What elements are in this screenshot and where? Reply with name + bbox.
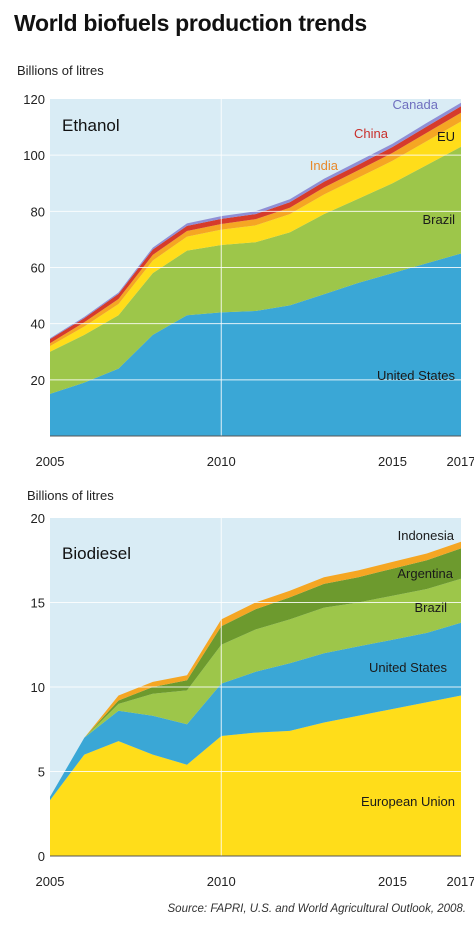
chart-ethanol-area-canada: [50, 102, 461, 340]
chart-biodiesel-series-label-brazil: Brazil: [414, 600, 447, 615]
chart-ethanol-series-label-eu: EU: [437, 129, 455, 144]
chart-ethanol-series-label-united-states: United States: [377, 368, 456, 383]
chart-ethanol-ytick-label: 120: [23, 92, 45, 107]
chart-biodiesel-area-argentina: [50, 548, 461, 797]
chart-ethanol-area-india: [50, 112, 461, 347]
chart-ethanol-area-brazil: [50, 146, 461, 394]
chart-biodiesel-title: Biodiesel: [62, 544, 131, 563]
chart-biodiesel-series-label-united-states: United States: [369, 660, 448, 675]
chart-ethanol-ytick-label: 80: [31, 204, 45, 219]
chart-biodiesel-ytick-label: 20: [31, 511, 45, 526]
source-note: Source: FAPRI, U.S. and World Agricultur…: [167, 903, 467, 915]
chart-biodiesel-xtick-label: 2005: [36, 874, 65, 889]
chart-biodiesel-xtick-label: 2017: [447, 874, 474, 889]
chart-biodiesel-area-united-states: [50, 622, 461, 801]
chart-ethanol-ytick-label: 40: [31, 317, 45, 332]
chart-biodiesel-series-label-european-union: European Union: [361, 794, 455, 809]
chart-biodiesel-area-european-union: [50, 695, 461, 856]
chart-ethanol-ytick-label: 60: [31, 261, 45, 276]
chart-ethanol-series-label-canada: Canada: [392, 97, 438, 112]
chart-ethanol-series-label-brazil: Brazil: [422, 212, 455, 227]
chart-ethanol-series-label-china: China: [354, 126, 389, 141]
chart-ethanol-ylabel: Billions of litres: [17, 63, 104, 78]
chart-biodiesel-xtick-label: 2015: [378, 874, 407, 889]
chart-biodiesel-ytick-label: 15: [31, 596, 45, 611]
chart-ethanol-area-eu: [50, 121, 461, 352]
chart-ethanol-ytick-label: 100: [23, 148, 45, 163]
chart-biodiesel-area-brazil: [50, 578, 461, 797]
chart-ethanol-xtick-label: 2017: [447, 454, 474, 469]
chart-ethanol-area-china: [50, 106, 461, 344]
chart-ethanol-xtick-label: 2015: [378, 454, 407, 469]
chart-biodiesel-xtick-label: 2010: [207, 874, 236, 889]
chart-biodiesel-ytick-label: 5: [38, 765, 45, 780]
chart-ethanol-series-label-india: India: [310, 158, 339, 173]
chart-ethanol-area-united-states: [50, 253, 461, 436]
chart-ethanol-ytick-label: 20: [31, 373, 45, 388]
chart-biodiesel-ytick-label: 10: [31, 680, 45, 695]
chart-ethanol-title: Ethanol: [62, 116, 120, 135]
chart-biodiesel-series-label-indonesia: Indonesia: [398, 528, 455, 543]
chart-ethanol-xtick-label: 2005: [36, 454, 65, 469]
page-title: World biofuels production trends: [14, 10, 367, 36]
chart-biodiesel-series-label-argentina: Argentina: [397, 566, 453, 581]
chart-biodiesel-ylabel: Billions of litres: [27, 488, 114, 503]
chart-biodiesel-ytick-label: 0: [38, 849, 45, 864]
chart-ethanol-xtick-label: 2010: [207, 454, 236, 469]
